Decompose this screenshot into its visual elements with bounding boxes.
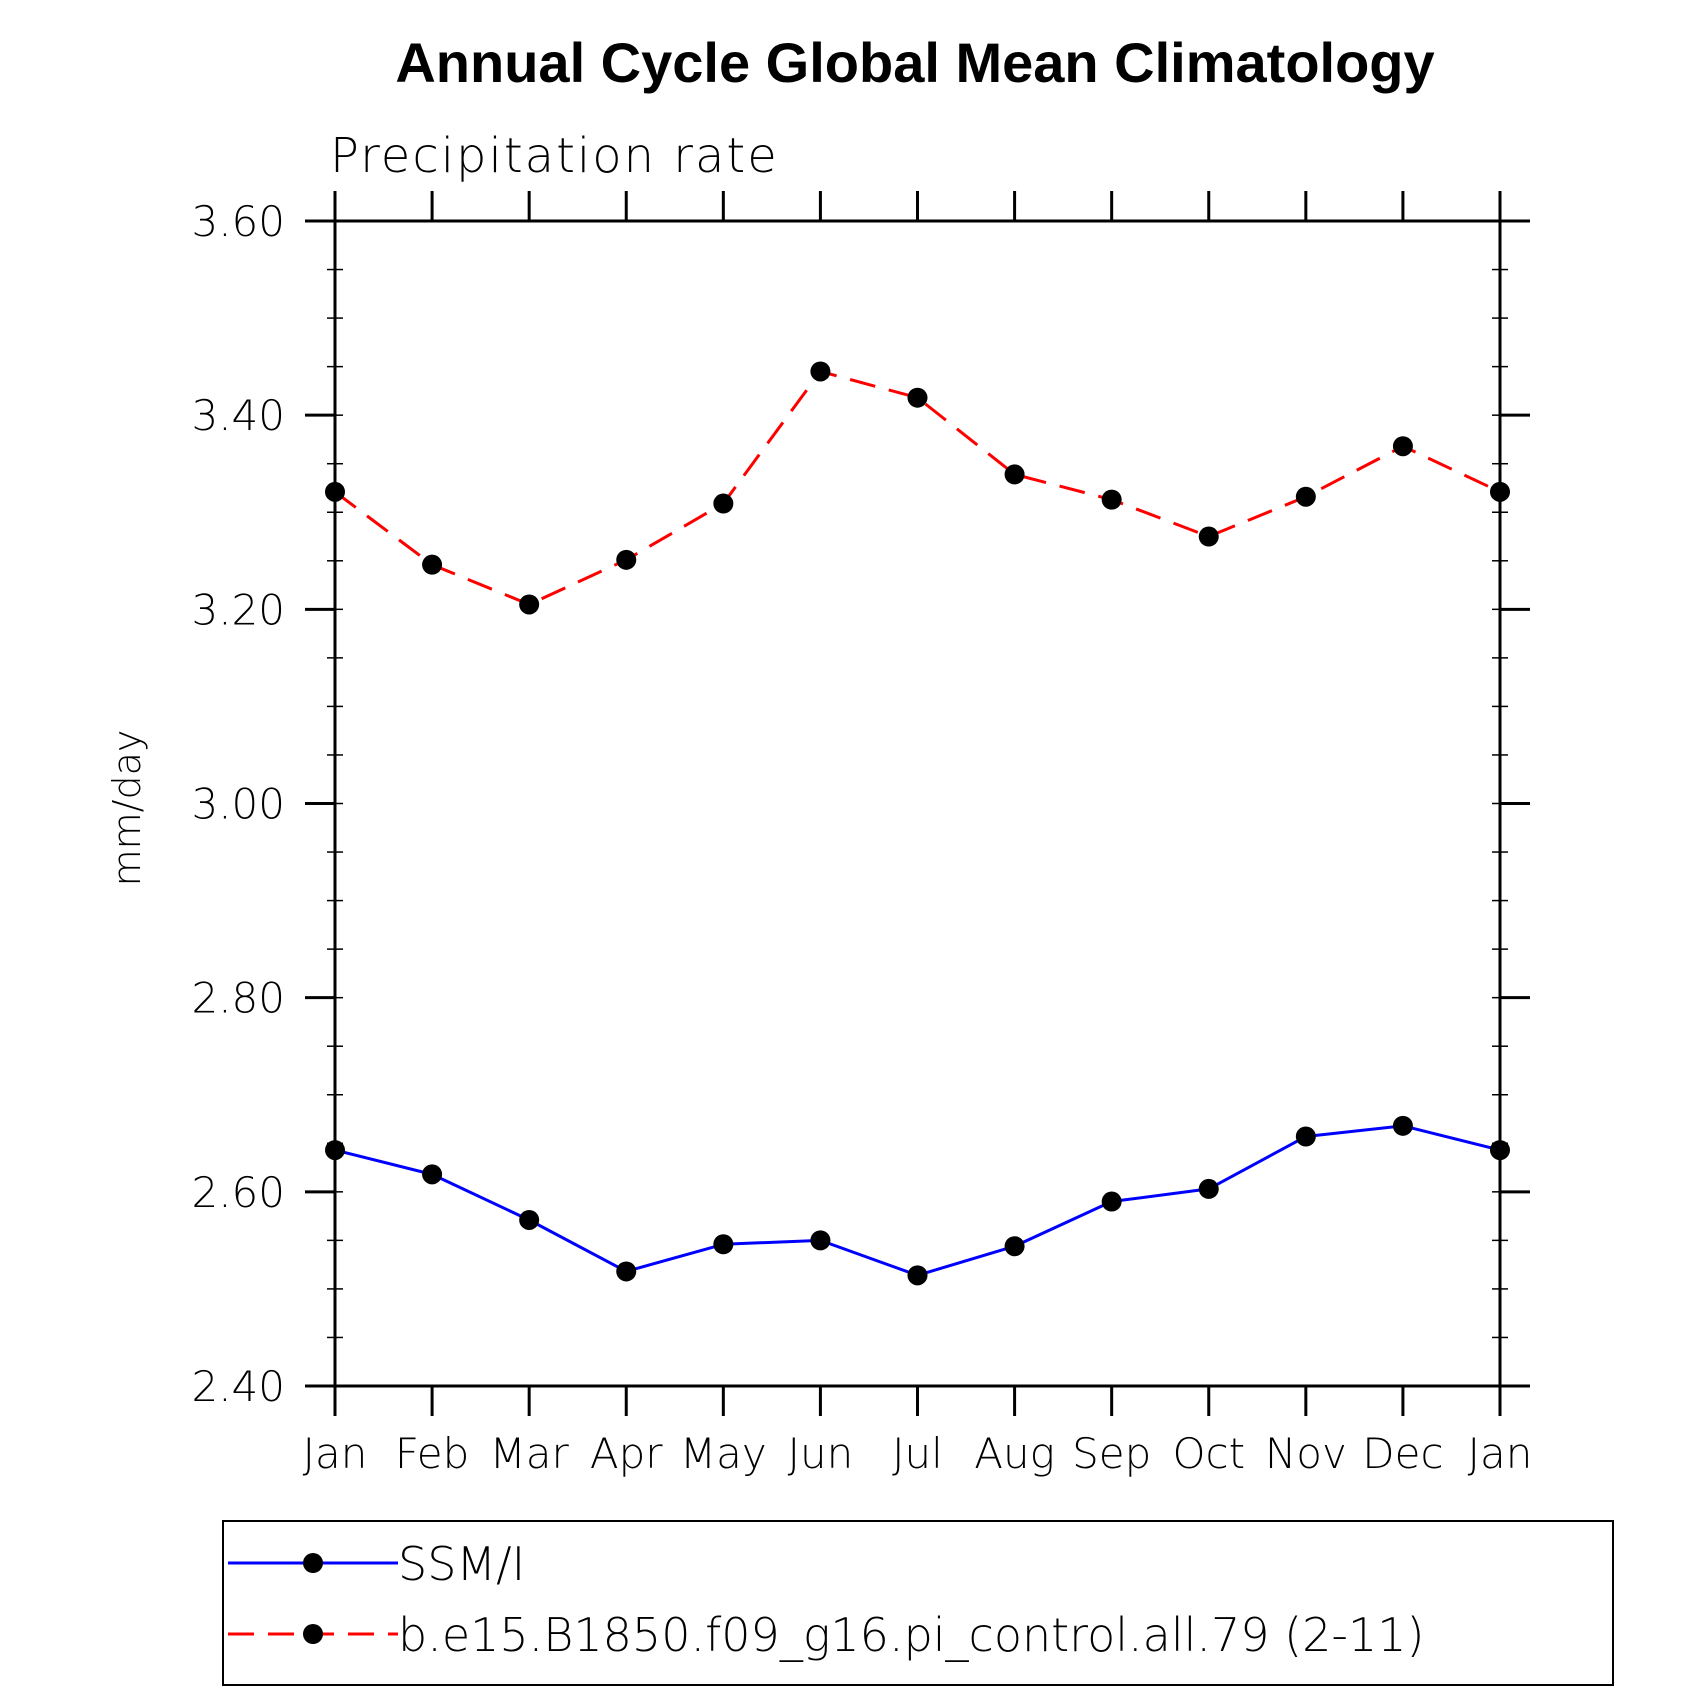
data-point-1 (1198, 526, 1219, 547)
legend-marker-ssmi (303, 1553, 323, 1573)
x-tick-label: Sep (1072, 1429, 1151, 1478)
legend-marker-model (303, 1624, 323, 1644)
y-tick-label: 2.60 (191, 1168, 285, 1217)
x-tick-label: Feb (395, 1429, 469, 1478)
data-point-0 (1490, 1140, 1510, 1161)
legend-label-ssmi: SSM/I (398, 1537, 525, 1591)
y-tick-labels: 2.40 2.60 2.80 3.00 3.20 3.40 3.60 (191, 197, 285, 1411)
x-tick-label: Dec (1362, 1429, 1443, 1478)
y-tick-label: 3.00 (191, 780, 285, 829)
series-line-0 (334, 1124, 1501, 1277)
data-point-0 (907, 1265, 928, 1286)
legend: SSM/I b.e15.B1850.f09_g16.pi_control.all… (222, 1520, 1614, 1686)
data-point-1 (810, 361, 831, 382)
data-point-1 (713, 493, 734, 514)
major-ticks (305, 191, 1530, 1416)
data-point-1 (616, 549, 637, 570)
data-point-0 (713, 1234, 734, 1255)
data-point-1 (1101, 489, 1122, 510)
data-point-0 (325, 1140, 345, 1161)
data-point-1 (325, 481, 345, 502)
series-lines (334, 369, 1501, 1277)
x-tick-labels: Jan Feb Mar Apr May Jun Jul Aug Sep Oct Nov Dec Jan (303, 1429, 1533, 1478)
series-markers (325, 361, 1510, 1286)
x-tick-label: Jul (892, 1429, 943, 1478)
chart-title: Annual Cycle Global Mean Climatology (395, 31, 1434, 94)
y-tick-label: 3.60 (191, 197, 285, 246)
y-tick-label: 3.40 (191, 391, 285, 440)
x-tick-label: Jan (303, 1429, 368, 1478)
data-point-0 (1004, 1236, 1025, 1257)
data-point-1 (1295, 486, 1316, 507)
data-point-0 (616, 1261, 637, 1282)
x-tick-label: Apr (590, 1429, 663, 1478)
chart-subtitle: Precipitation rate (330, 128, 779, 184)
x-tick-label: Oct (1172, 1429, 1245, 1478)
data-point-0 (422, 1164, 443, 1185)
y-tick-label: 2.40 (191, 1362, 285, 1411)
x-tick-label: Jan (1468, 1429, 1533, 1478)
data-point-1 (422, 554, 443, 575)
data-point-1 (907, 387, 928, 408)
legend-box (222, 1520, 1614, 1686)
plot-frame (333, 219, 1502, 1388)
data-point-0 (1295, 1126, 1316, 1147)
data-point-0 (810, 1230, 831, 1251)
data-point-1 (1004, 464, 1025, 485)
data-point-0 (1101, 1191, 1122, 1212)
data-point-0 (1198, 1178, 1219, 1199)
data-point-1 (519, 594, 540, 615)
x-tick-label: Jun (788, 1429, 854, 1478)
y-tick-label: 3.20 (191, 585, 285, 634)
data-point-1 (1392, 436, 1413, 457)
data-point-0 (1392, 1115, 1413, 1136)
x-tick-label: Nov (1265, 1429, 1347, 1478)
x-tick-label: Mar (490, 1429, 570, 1478)
legend-label-model: b.e15.B1850.f09_g16.pi_control.all.79 (2… (398, 1608, 1424, 1662)
y-tick-label: 2.80 (191, 974, 285, 1023)
x-tick-label: May (680, 1429, 767, 1478)
data-point-0 (519, 1209, 540, 1230)
x-tick-label: Aug (974, 1429, 1055, 1478)
data-point-1 (1490, 481, 1510, 502)
y-axis-label: mm/day (105, 730, 149, 887)
